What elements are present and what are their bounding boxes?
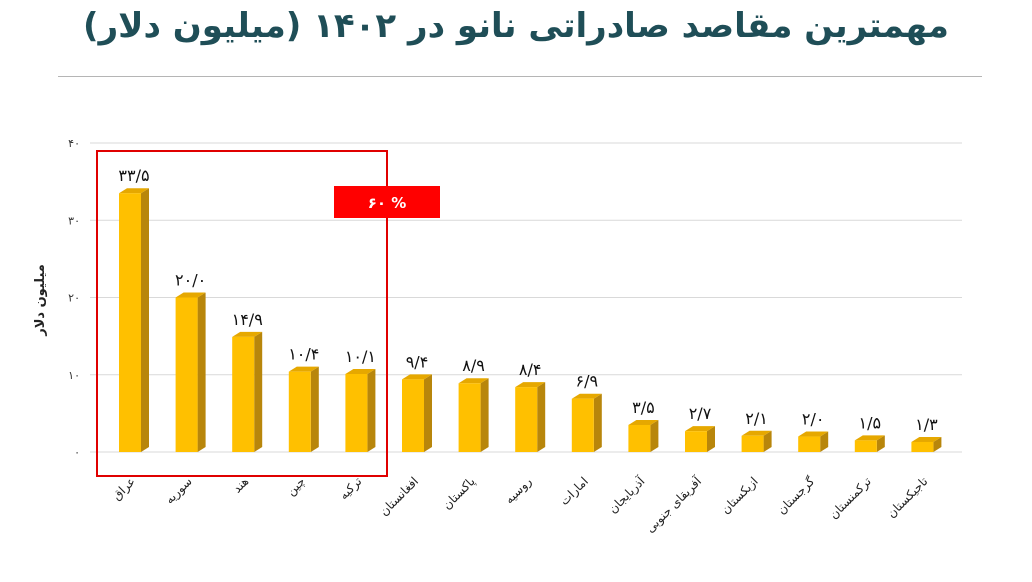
bar (288, 366, 319, 452)
y-axis-ticks: ۰ ۱۰ ۲۰ ۳۰ ۴۰ (68, 137, 80, 459)
category-label: هند (230, 474, 251, 495)
data-label: ۲/۷ (689, 404, 712, 423)
category-label: روسیه (502, 474, 535, 507)
data-label: ۹/۴ (406, 352, 429, 371)
bar (911, 436, 942, 452)
data-label: ۶/۹ (576, 372, 599, 391)
bar (685, 426, 715, 452)
category-label: آذربایجان (605, 473, 649, 517)
bar (515, 382, 546, 452)
y-tick-label: ۱۰ (68, 369, 80, 382)
y-tick-label: ۲۰ (68, 292, 80, 305)
category-label: سوریه (162, 474, 195, 507)
page-title: مهمترین مقاصد صادراتی نانو در ۱۴۰۲ (میلی… (83, 6, 949, 46)
category-label: پاکستان (440, 474, 478, 512)
title-divider (58, 76, 982, 77)
bar (458, 378, 489, 452)
category-label: ازبکستان (718, 474, 761, 517)
category-label: عراق (110, 474, 139, 503)
data-label: ۲/۱ (745, 409, 768, 428)
category-label: افغانستان (377, 474, 421, 518)
y-tick-label: ۳۰ (68, 214, 80, 227)
bar (854, 435, 885, 452)
bar (119, 188, 149, 452)
data-label: ۸/۹ (462, 356, 485, 375)
bar (402, 374, 432, 452)
data-label: ۱۴/۹ (232, 310, 263, 329)
category-label: آفریقای جنوبی (642, 473, 705, 536)
percent-badge-label: % ۶۰ (368, 194, 407, 212)
y-tick-label: ۰ (74, 446, 80, 459)
category-label: ترکیه (336, 474, 365, 503)
percent-badge (334, 186, 440, 218)
data-labels: ۳۳/۵ ۲۰/۰ ۱۴/۹ ۱۰/۴ ۱۰/۱ ۹/۴ ۸/۹ ۸/۴ ۶/۹ ۳/۵ ۲/۷ ۲/… (118, 166, 938, 434)
y-axis-label: میلیون دلار (33, 264, 48, 337)
bar (628, 419, 659, 452)
data-label: ۲۰/۰ (175, 271, 206, 290)
bars (119, 188, 942, 452)
highlight-box (96, 150, 388, 477)
data-label: ۱۰/۱ (345, 347, 376, 366)
category-label: تاجیکستان (884, 474, 930, 520)
category-labels: عراق سوریه هند چین ترکیه افغانستان پاکستان روسی… (110, 473, 931, 536)
data-label: ۱/۳ (915, 415, 938, 434)
category-label: گرجستان (775, 474, 819, 518)
data-label: ۱۰/۴ (288, 345, 319, 364)
category-label: ترکمنستان (827, 474, 875, 522)
bar (232, 331, 263, 452)
category-label: امارات (557, 474, 592, 509)
data-label: ۱/۵ (859, 413, 882, 432)
data-label: ۲/۰ (802, 410, 825, 429)
bar (798, 431, 829, 452)
data-label: ۳/۵ (632, 398, 655, 417)
data-label: ۸/۴ (519, 360, 542, 379)
bar (345, 368, 376, 452)
bar (175, 292, 206, 452)
category-label: چین (284, 474, 309, 499)
bar (571, 393, 602, 452)
y-tick-label: ۴۰ (68, 137, 80, 150)
data-label: ۳۳/۵ (118, 166, 149, 185)
bar (741, 430, 772, 452)
